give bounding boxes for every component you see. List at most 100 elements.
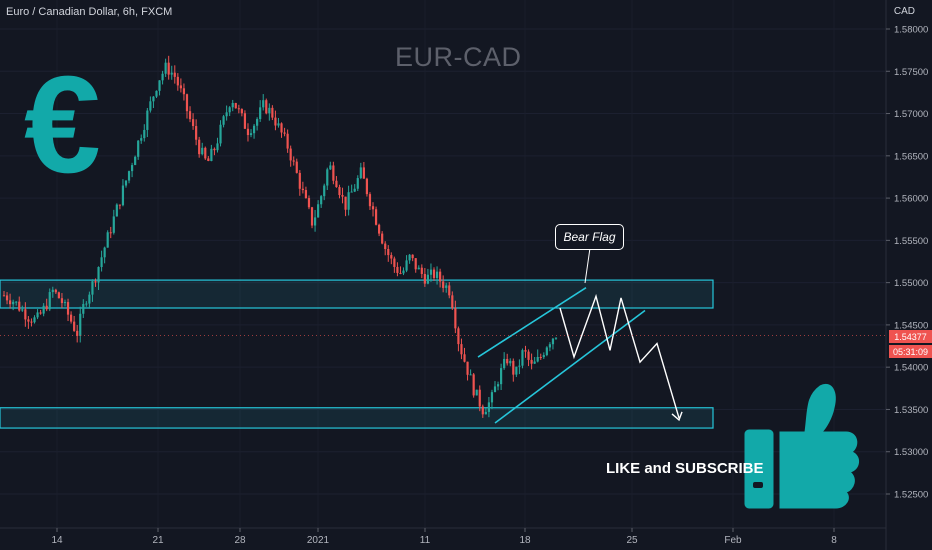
candle-up	[164, 62, 167, 74]
candle-down	[463, 354, 466, 362]
x-tick-label: 8	[831, 535, 837, 546]
candle-down	[185, 94, 189, 112]
candle-up	[201, 147, 204, 155]
candle-down	[24, 309, 27, 320]
candle-up	[106, 232, 109, 248]
candle-down	[362, 167, 365, 179]
candle-up	[435, 271, 439, 278]
bear-flag-callout: Bear Flag	[555, 224, 624, 250]
candle-down	[54, 289, 57, 293]
x-tick-label: Feb	[724, 535, 742, 546]
candle-up	[82, 304, 85, 314]
candle-up	[402, 270, 405, 274]
candle-down	[76, 330, 79, 336]
candle-down	[66, 302, 70, 315]
candle-down	[283, 132, 286, 134]
candle-down	[27, 319, 30, 322]
candle-up	[317, 204, 320, 218]
candle-up	[21, 309, 24, 311]
candle-up	[252, 125, 256, 134]
grid-layer	[0, 28, 886, 495]
currency-label: CAD	[893, 6, 915, 17]
euro-sign-icon: €	[24, 48, 101, 202]
thumbs-up-icon	[744, 384, 859, 509]
candle-up	[500, 368, 503, 385]
last-price-badge: 1.54377	[889, 330, 932, 343]
candle-up	[222, 116, 225, 125]
candle-up	[536, 356, 539, 362]
candle-down	[466, 361, 469, 375]
candle-down	[18, 301, 21, 311]
candle-up	[121, 185, 125, 206]
candle-up	[143, 129, 146, 139]
candle-down	[94, 281, 97, 283]
candle-up	[533, 361, 536, 364]
candle-down	[420, 267, 423, 274]
candle-down	[167, 62, 170, 75]
candles-layer	[2, 55, 558, 418]
candle-up	[405, 260, 408, 271]
y-tick-label: 1.52500	[894, 490, 928, 501]
candle-up	[134, 156, 137, 166]
candle-down	[341, 195, 344, 197]
candle-up	[210, 148, 213, 162]
candle-up	[542, 355, 545, 358]
candle-down	[69, 314, 73, 322]
candle-up	[469, 374, 472, 376]
y-tick-label: 1.57500	[894, 67, 928, 78]
candle-up	[219, 124, 222, 144]
candle-up	[79, 313, 82, 336]
candle-down	[307, 198, 311, 208]
candle-down	[30, 321, 33, 323]
candle-down	[457, 328, 460, 345]
candle-down	[374, 209, 378, 225]
zones-layer	[0, 279, 714, 429]
candle-down	[539, 356, 542, 358]
candle-up	[216, 143, 219, 151]
candle-up	[115, 204, 118, 217]
candle-down	[390, 255, 393, 259]
candle-up	[228, 107, 231, 113]
candle-up	[161, 73, 164, 81]
candle-down	[280, 123, 283, 133]
channel-lower-line	[494, 309, 646, 424]
x-tick-label: 18	[519, 535, 531, 546]
projection-arrowhead	[671, 411, 683, 422]
candle-down	[368, 194, 372, 207]
candle-down	[371, 206, 375, 210]
candle-up	[146, 110, 149, 130]
candle-up	[551, 338, 555, 345]
candle-down	[2, 295, 6, 297]
resistance-zone	[0, 279, 714, 309]
candle-down	[481, 406, 484, 415]
candle-up	[88, 294, 91, 304]
candle-up	[256, 119, 259, 126]
candle-down	[451, 295, 454, 309]
candle-up	[91, 281, 94, 295]
candle-down	[442, 281, 445, 288]
candle-down	[304, 190, 308, 199]
candle-up	[277, 123, 280, 126]
x-tick-label: 25	[626, 535, 638, 546]
candle-down	[237, 108, 240, 110]
candle-down	[423, 273, 426, 284]
candle-up	[12, 301, 15, 305]
candle-up	[496, 384, 500, 387]
y-tick-label: 1.53500	[894, 405, 928, 416]
candle-down	[274, 117, 277, 126]
candle-down	[295, 161, 298, 173]
y-tick-label: 1.54000	[894, 363, 928, 374]
candle-down	[399, 272, 402, 274]
candle-down	[527, 351, 530, 360]
candle-down	[335, 180, 338, 188]
candle-down	[472, 374, 475, 396]
candle-up	[124, 180, 128, 186]
candle-up	[33, 317, 36, 323]
candle-up	[521, 350, 524, 366]
candle-up	[170, 72, 173, 75]
candle-up	[509, 360, 512, 364]
candle-up	[350, 191, 353, 193]
candle-down	[411, 254, 414, 259]
candle-down	[344, 196, 347, 210]
